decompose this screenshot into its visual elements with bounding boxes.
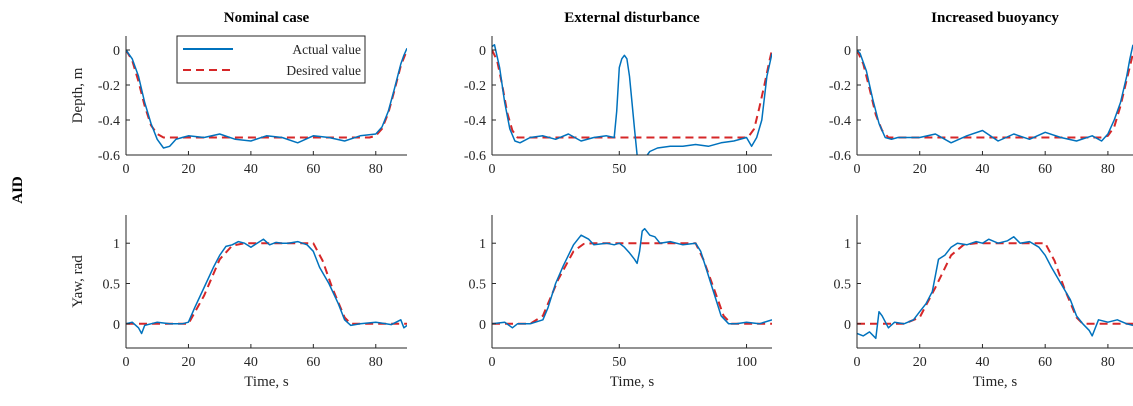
x-tick-label: 80: [1101, 355, 1115, 370]
panel-nominal-depth: 0 20 40 60 80 -0.6 -0.4 -0.2 0 Nominal case Depth,…: [70, 10, 407, 177]
y-tick-label: 0.5: [469, 278, 487, 293]
y-tick-label: -0.4: [829, 114, 851, 129]
actual-series-line: [126, 47, 407, 149]
y-tick-label: 0: [113, 318, 120, 333]
y-tick-label: -0.4: [98, 114, 120, 129]
y-tick-label: -0.2: [464, 79, 486, 94]
panel-disturbance-depth: 0 50 100 -0.6 -0.4 -0.2 0 External disturbance: [464, 10, 772, 177]
x-axis-label: Time, s: [244, 374, 289, 390]
x-tick-label: 0: [123, 162, 130, 177]
x-tick-label: 40: [244, 162, 258, 177]
desired-series-line: [857, 242, 1133, 325]
y-tick-label: 0.5: [834, 278, 852, 293]
x-tick-label: 0: [854, 162, 861, 177]
x-tick-label: 80: [369, 355, 383, 370]
y-tick-label: 1: [844, 237, 851, 252]
legend-desired-label: Desired value: [286, 63, 361, 78]
x-tick-label: 60: [306, 162, 320, 177]
actual-series-line: [857, 236, 1133, 340]
actual-series-line: [857, 44, 1133, 144]
x-tick-label: 80: [369, 162, 383, 177]
desired-series-line: [126, 49, 407, 139]
panel-nominal-yaw: 0 20 40 60 80 0 0.5 1 Yaw, rad Time, s: [70, 215, 407, 390]
series-group: [126, 238, 407, 335]
y-tick-label: -0.2: [829, 79, 851, 94]
actual-series-line: [492, 44, 772, 155]
legend-actual-label: Actual value: [292, 42, 361, 57]
x-tick-label: 50: [612, 162, 626, 177]
x-tick-label: 60: [1038, 355, 1052, 370]
panel-title: Nominal case: [224, 10, 310, 26]
row-label: AID: [10, 176, 26, 204]
desired-series-line: [492, 242, 772, 325]
desired-series-line: [126, 242, 407, 325]
desired-series-line: [492, 49, 772, 139]
x-tick-label: 0: [123, 355, 130, 370]
x-axis-label: Time, s: [973, 374, 1018, 390]
actual-series-line: [492, 227, 772, 329]
x-axis-label: Time, s: [610, 374, 655, 390]
y-tick-label: -0.4: [464, 114, 486, 129]
panel-title: Increased buoyancy: [931, 10, 1059, 26]
panel-title: External disturbance: [564, 10, 700, 26]
panel-buoyancy-depth: 0 20 40 60 80 -0.6 -0.4 -0.2 0 Increased buoyancy: [829, 10, 1133, 177]
y-tick-label: 0: [844, 318, 851, 333]
x-tick-label: 20: [181, 355, 195, 370]
x-tick-label: 0: [489, 355, 496, 370]
y-tick-label: 0.5: [103, 278, 121, 293]
desired-series-line: [857, 49, 1133, 139]
y-tick-label: 0: [844, 44, 851, 59]
y-tick-label: -0.6: [98, 149, 120, 164]
x-tick-label: 100: [736, 162, 757, 177]
y-axis-label: Depth, m: [70, 67, 86, 123]
series-group: [857, 44, 1133, 144]
x-tick-label: 20: [913, 162, 927, 177]
legend-box: [176, 35, 366, 84]
y-axis-label: Yaw, rad: [70, 255, 86, 308]
x-tick-label: 50: [612, 355, 626, 370]
panel-buoyancy-yaw: 0 20 40 60 80 0 0.5 1 Time, s: [834, 215, 1133, 390]
y-tick-label: 0: [479, 44, 486, 59]
x-tick-label: 40: [975, 162, 989, 177]
y-tick-label: 0: [113, 44, 120, 59]
panel-disturbance-yaw: 0 50 100 0 0.5 1 Time, s: [469, 215, 772, 390]
x-tick-label: 60: [1038, 162, 1052, 177]
y-tick-label: 1: [479, 237, 486, 252]
y-tick-label: -0.2: [98, 79, 120, 94]
x-tick-label: 40: [244, 355, 258, 370]
x-tick-label: 20: [913, 355, 927, 370]
legend: Actual value Desired value: [176, 35, 366, 84]
series-group: [492, 227, 772, 329]
x-tick-label: 0: [854, 355, 861, 370]
panels: 0 20 40 60 80 -0.6 -0.4 -0.2 0 Nominal case Depth,…: [70, 10, 1133, 390]
y-tick-label: 1: [113, 237, 120, 252]
series-group: [126, 47, 407, 149]
y-tick-label: 0: [479, 318, 486, 333]
y-tick-label: -0.6: [464, 149, 486, 164]
y-tick-label: -0.6: [829, 149, 851, 164]
series-group: [492, 44, 772, 155]
x-tick-label: 20: [181, 162, 195, 177]
x-tick-label: 40: [975, 355, 989, 370]
x-tick-label: 0: [489, 162, 496, 177]
series-group: [857, 236, 1133, 340]
x-tick-label: 100: [736, 355, 757, 370]
x-tick-label: 80: [1101, 162, 1115, 177]
x-tick-label: 60: [306, 355, 320, 370]
actual-series-line: [126, 238, 407, 335]
